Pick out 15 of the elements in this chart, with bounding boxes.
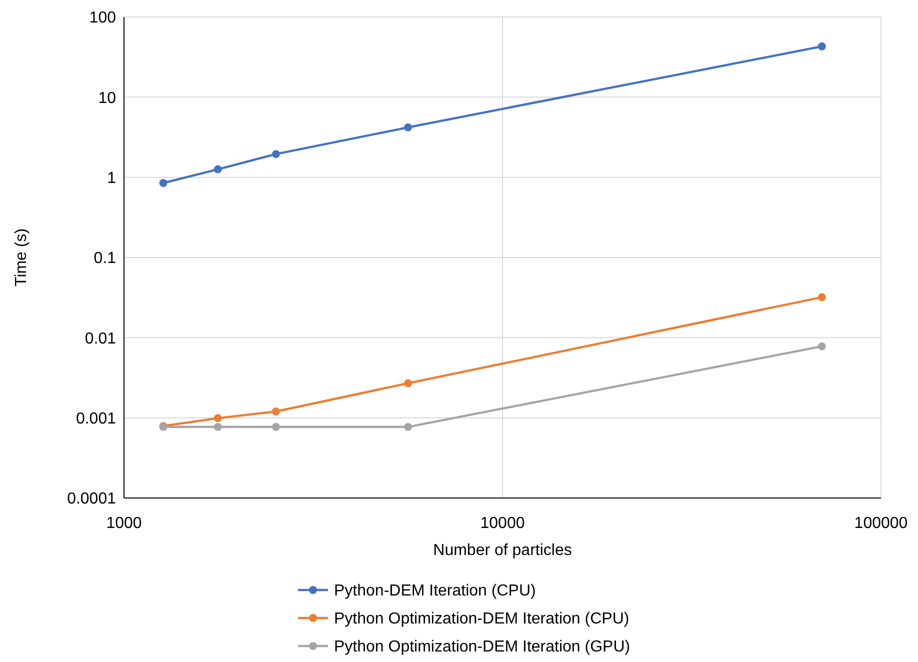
x-tick-label: 1000 <box>106 515 142 532</box>
x-tick-label: 100000 <box>854 515 908 532</box>
x-axis-title: Number of particles <box>433 542 572 559</box>
y-tick-label: 0.001 <box>76 410 116 428</box>
y-tick-label: 1 <box>107 170 116 187</box>
y-tick-label: 0.01 <box>84 330 116 348</box>
y-tick-label: 10 <box>98 90 116 107</box>
legend-label: Python Optimization-DEM Iteration (GPU) <box>334 638 630 656</box>
legend-label: Python-DEM Iteration (CPU) <box>334 582 536 600</box>
legend-label: Python Optimization-DEM Iteration (CPU) <box>334 610 630 628</box>
y-tick-label: 100 <box>89 10 116 27</box>
y-tick-label: 0.0001 <box>67 490 116 508</box>
y-axis-title: Time (s) <box>13 228 30 287</box>
x-tick-label: 10000 <box>480 515 525 532</box>
y-tick-label: 0.1 <box>94 250 116 268</box>
